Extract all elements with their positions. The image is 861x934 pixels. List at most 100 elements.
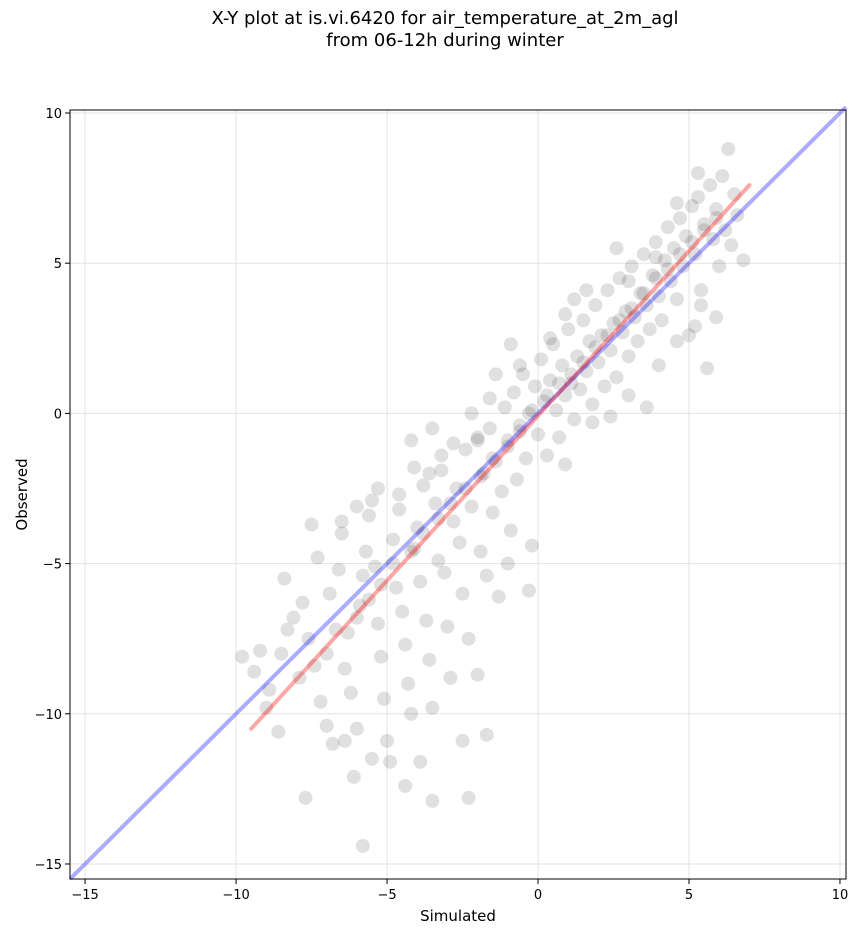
data-point [678, 229, 693, 244]
data-point [292, 670, 307, 685]
data-point [355, 568, 370, 583]
data-point [386, 556, 401, 571]
data-point [627, 310, 642, 325]
data-point [458, 442, 473, 457]
data-point [401, 676, 416, 691]
data-point [380, 733, 395, 748]
data-point [709, 310, 724, 325]
data-point [416, 478, 431, 493]
fit-line [249, 183, 752, 731]
data-point [694, 298, 709, 313]
grid [70, 110, 846, 879]
data-point [615, 325, 630, 340]
data-point [271, 724, 286, 739]
data-point [349, 721, 364, 736]
data-point [407, 541, 422, 556]
data-point [594, 328, 609, 343]
data-point [703, 178, 718, 193]
data-point [286, 610, 301, 625]
data-point [534, 352, 549, 367]
data-point [588, 340, 603, 355]
data-point [657, 253, 672, 268]
data-point [395, 604, 410, 619]
data-point [603, 343, 618, 358]
data-point [334, 514, 349, 529]
data-point [419, 613, 434, 628]
data-point [392, 502, 407, 517]
x-tick-label: −5 [377, 888, 396, 903]
data-point [416, 526, 431, 541]
data-point [370, 481, 385, 496]
data-point [570, 349, 585, 364]
data-point [434, 448, 449, 463]
data-point [343, 685, 358, 700]
data-point [485, 451, 500, 466]
data-point [527, 379, 542, 394]
data-point [582, 334, 597, 349]
data-point [374, 649, 389, 664]
data-point [410, 520, 425, 535]
y-tick-label: −10 [35, 708, 62, 723]
data-point [476, 466, 491, 481]
data-point [558, 388, 573, 403]
data-point [552, 376, 567, 391]
data-point [446, 436, 461, 451]
data-point [473, 544, 488, 559]
data-point [364, 493, 379, 508]
data-point [681, 328, 696, 343]
data-point [277, 571, 292, 586]
data-point [663, 274, 678, 289]
data-point [712, 259, 727, 274]
data-point [552, 430, 567, 445]
data-point [398, 637, 413, 652]
data-point [361, 508, 376, 523]
data-point [672, 247, 687, 262]
x-axis-label: Simulated [420, 907, 496, 925]
axis-ticks: −15 −10 −5 0 5 10 −15 −10 −5 0 5 10 [35, 107, 849, 903]
data-point [688, 319, 703, 334]
data-point [564, 367, 579, 382]
data-point [295, 595, 310, 610]
data-point [636, 286, 651, 301]
data-point [621, 274, 636, 289]
data-point [446, 514, 461, 529]
y-tick-label: 5 [54, 257, 62, 272]
data-point [651, 289, 666, 304]
data-point [319, 718, 334, 733]
data-point [488, 454, 503, 469]
data-point [325, 736, 340, 751]
data-point [337, 733, 352, 748]
data-point [564, 376, 579, 391]
data-point [576, 313, 591, 328]
data-point [383, 754, 398, 769]
data-point [700, 361, 715, 376]
data-point [537, 394, 552, 409]
data-point [425, 793, 440, 808]
data-point [724, 238, 739, 253]
data-point [355, 838, 370, 853]
data-point [509, 472, 524, 487]
data-point [694, 283, 709, 298]
data-point [352, 598, 367, 613]
chart-title: X-Y plot at is.vi.6420 for air_temperatu… [211, 8, 679, 51]
data-point [597, 379, 612, 394]
data-point [455, 733, 470, 748]
data-point [307, 658, 322, 673]
data-point [500, 439, 515, 454]
x-tick-label: −10 [222, 888, 249, 903]
data-point [310, 550, 325, 565]
data-point [521, 406, 536, 421]
data-point [669, 292, 684, 307]
data-point [621, 349, 636, 364]
data-point [413, 574, 428, 589]
data-point [319, 646, 334, 661]
data-point [669, 334, 684, 349]
x-tick-label: 10 [832, 888, 849, 903]
data-point [660, 220, 675, 235]
data-point [612, 271, 627, 286]
data-point [422, 652, 437, 667]
data-point [630, 334, 645, 349]
data-point [346, 769, 361, 784]
data-point [440, 619, 455, 634]
